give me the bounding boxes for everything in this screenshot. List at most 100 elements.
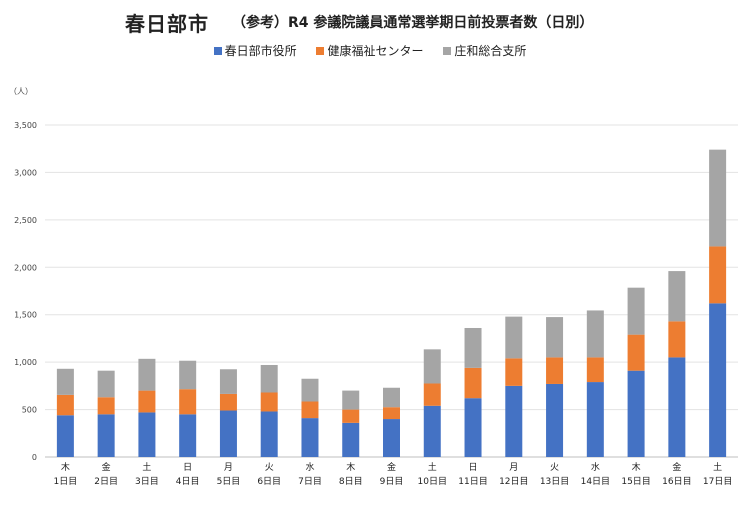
x-weekday-label: 金	[102, 461, 111, 473]
bar-s3-11	[464, 327, 482, 368]
legend-item-s1: 春日部市役所	[213, 42, 297, 59]
x-tick-labels: 木 1日目 金 2日目 土 3日目 日 4日目 月 5日目 火 6日目 水 7日目 木 8日目 金 9日目 土 10日…	[54, 461, 733, 487]
x-day-label: 14日目	[581, 476, 610, 487]
bar-s2-14	[586, 357, 604, 383]
legend-label-s1: 春日部市役所	[224, 44, 297, 58]
x-day-label: 15日目	[621, 476, 650, 487]
bar-s1-17	[709, 303, 727, 457]
bar-s1-15	[627, 370, 645, 457]
legend-swatch-s2	[316, 47, 325, 55]
x-weekday-label: 木	[61, 461, 70, 473]
x-weekday-label: 月	[509, 462, 518, 473]
x-weekday-label: 土	[713, 461, 722, 473]
bar-s2-17	[709, 246, 727, 304]
bar-s3-16	[668, 271, 686, 322]
y-tick-label: 2,500	[14, 216, 37, 225]
y-tick-label: 2,000	[14, 263, 37, 272]
bar-s2-1	[56, 394, 74, 416]
bar-s2-6	[260, 392, 278, 412]
bar-s2-13	[546, 357, 564, 384]
bar-s2-12	[505, 358, 523, 386]
bar-s3-2	[97, 370, 115, 398]
x-weekday-label: 日	[183, 462, 192, 473]
bar-s2-15	[627, 334, 645, 371]
x-weekday-label: 金	[672, 461, 681, 473]
y-tick-label: 3,500	[14, 121, 37, 130]
bar-s2-5	[219, 393, 237, 411]
x-day-label: 8日目	[339, 476, 363, 487]
legend-item-s2: 健康福祉センター	[316, 42, 424, 59]
x-day-label: 13日目	[540, 476, 569, 487]
bar-s3-14	[586, 310, 604, 358]
x-day-label: 4日目	[176, 476, 200, 487]
x-weekday-label: 水	[591, 461, 600, 473]
x-weekday-label: 土	[428, 461, 437, 473]
bar-s2-8	[342, 409, 360, 423]
bar-s1-16	[668, 357, 686, 457]
x-day-label: 5日目	[217, 476, 241, 487]
y-tick-label: 3,000	[14, 168, 37, 177]
bar-s2-9	[383, 407, 400, 420]
bar-s1-7	[301, 418, 319, 457]
bar-s2-16	[668, 321, 686, 358]
x-day-label: 12日目	[499, 476, 528, 487]
bar-s3-4	[179, 360, 197, 390]
x-weekday-label: 火	[265, 462, 274, 473]
y-tick-label: 500	[22, 406, 37, 415]
y-tick-label: 1,500	[14, 311, 37, 320]
bar-s1-3	[138, 412, 156, 457]
bar-s3-9	[383, 387, 400, 408]
legend: 春日部市役所 健康福祉センター 庄和総合支所	[0, 42, 740, 59]
bar-s2-2	[97, 397, 115, 415]
bar-s1-5	[219, 410, 237, 457]
bars	[56, 149, 727, 457]
bar-s3-7	[301, 378, 319, 402]
x-day-label: 1日目	[54, 476, 78, 487]
bar-s3-10	[423, 349, 441, 384]
bar-s3-17	[709, 149, 727, 247]
x-weekday-label: 木	[346, 461, 355, 473]
x-day-label: 2日目	[94, 476, 118, 487]
y-axis-unit: （人）	[9, 87, 33, 96]
x-day-label: 6日目	[257, 476, 281, 487]
bar-s1-6	[260, 411, 278, 457]
bar-s2-11	[464, 367, 482, 399]
bar-s3-5	[219, 369, 237, 394]
bar-s3-3	[138, 358, 156, 391]
bar-s1-8	[342, 422, 360, 457]
x-day-label: 3日目	[135, 476, 159, 487]
bar-s1-13	[546, 383, 564, 457]
x-weekday-label: 水	[305, 461, 314, 473]
bar-s1-9	[383, 419, 400, 457]
x-weekday-label: 日	[469, 462, 478, 473]
bar-s1-10	[423, 405, 441, 457]
bar-s3-1	[56, 368, 74, 395]
x-day-label: 17日目	[703, 476, 732, 487]
bar-s3-12	[505, 316, 523, 359]
x-weekday-label: 月	[224, 462, 233, 473]
bar-s2-10	[423, 383, 441, 406]
bar-s3-13	[546, 317, 564, 358]
bar-s1-1	[56, 415, 74, 457]
bar-s2-7	[301, 401, 319, 419]
x-day-label: 7日目	[298, 476, 322, 487]
chart-title-sub: （参考）R4 参議院議員通常選挙期日前投票者数（日別）	[232, 15, 594, 31]
chart-title-main: 春日部市	[125, 12, 209, 36]
chart-title: 春日部市 （参考）R4 参議院議員通常選挙期日前投票者数（日別）	[0, 8, 740, 36]
x-weekday-label: 木	[632, 461, 641, 473]
bar-s3-6	[260, 364, 278, 393]
bar-s2-3	[138, 390, 156, 413]
bar-s3-15	[627, 287, 645, 335]
x-day-label: 16日目	[662, 476, 691, 487]
y-tick-labels: 0 500 1,000 1,500 2,000 2,500 3,000 3,500	[14, 121, 37, 462]
bar-s1-12	[505, 385, 523, 457]
legend-item-s3: 庄和総合支所	[443, 42, 526, 59]
y-tick-label: 0	[32, 453, 37, 462]
y-tick-label: 1,000	[14, 358, 37, 367]
x-weekday-label: 土	[142, 461, 151, 473]
x-weekday-label: 火	[550, 462, 559, 473]
legend-swatch-s1	[213, 47, 222, 55]
legend-label-s3: 庄和総合支所	[454, 44, 527, 58]
bar-s1-4	[179, 414, 197, 457]
